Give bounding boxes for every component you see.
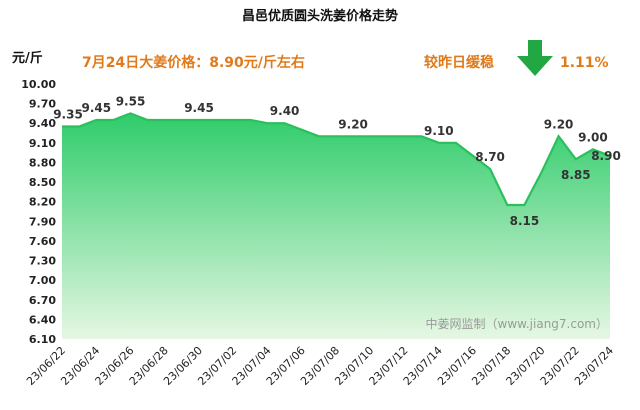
data-label: 9.20: [544, 117, 574, 131]
y-tick-label: 8.80: [29, 156, 56, 169]
data-label: 9.10: [424, 124, 454, 138]
y-tick-label: 8.50: [29, 176, 56, 189]
data-label: 9.55: [116, 94, 146, 108]
y-tick-label: 6.70: [29, 294, 56, 307]
plot-area: [61, 112, 611, 340]
data-label: 8.70: [475, 150, 505, 164]
data-label: 9.20: [338, 117, 368, 131]
data-label: 9.40: [270, 104, 300, 118]
chart-title: 昌邑优质圆头洗姜价格走势: [242, 8, 398, 24]
y-axis-unit: 元/斤: [12, 50, 43, 66]
price-area: [62, 113, 610, 340]
y-tick-label: 7.60: [29, 235, 56, 248]
y-axis: 10.00 9.70 9.40 9.10 8.80 8.50 8.20 7.90 7.60 7.3…: [21, 78, 56, 346]
y-tick-label: 7.00: [29, 274, 56, 287]
data-label: 9.00: [578, 130, 608, 144]
data-label: 8.85: [561, 168, 591, 182]
data-label: 8.90: [591, 149, 621, 163]
y-tick-label: 9.10: [29, 137, 56, 150]
change-percent: 1.11%: [560, 55, 609, 71]
data-label: 9.35: [53, 108, 83, 122]
data-labels: 9.359.45 9.55 9.45 9.409.20 9.108.708.159.20…: [53, 94, 621, 228]
y-tick-label: 8.20: [29, 196, 56, 209]
data-label: 9.45: [81, 101, 111, 115]
y-tick-label: 7.30: [29, 255, 56, 268]
y-tick-label: 10.00: [21, 78, 56, 91]
data-label: 8.15: [510, 214, 540, 228]
price-annotation: 7月24日大姜价格：8.90元/斤左右: [82, 54, 305, 71]
change-label: 较昨日缓稳: [424, 54, 494, 71]
data-label: 9.45: [184, 101, 214, 115]
y-tick-label: 6.10: [29, 333, 56, 346]
y-tick-label: 9.40: [29, 117, 56, 130]
watermark: 中姜网监制（www.jiang7.com）: [426, 316, 608, 331]
x-axis: 23/06/2223/06/2423/06/2623/06/2823/06/30…: [24, 344, 616, 388]
y-tick-label: 7.90: [29, 215, 56, 228]
y-tick-label: 6.40: [29, 313, 56, 326]
down-arrow-icon: [517, 40, 553, 76]
y-tick-label: 9.70: [29, 98, 56, 111]
